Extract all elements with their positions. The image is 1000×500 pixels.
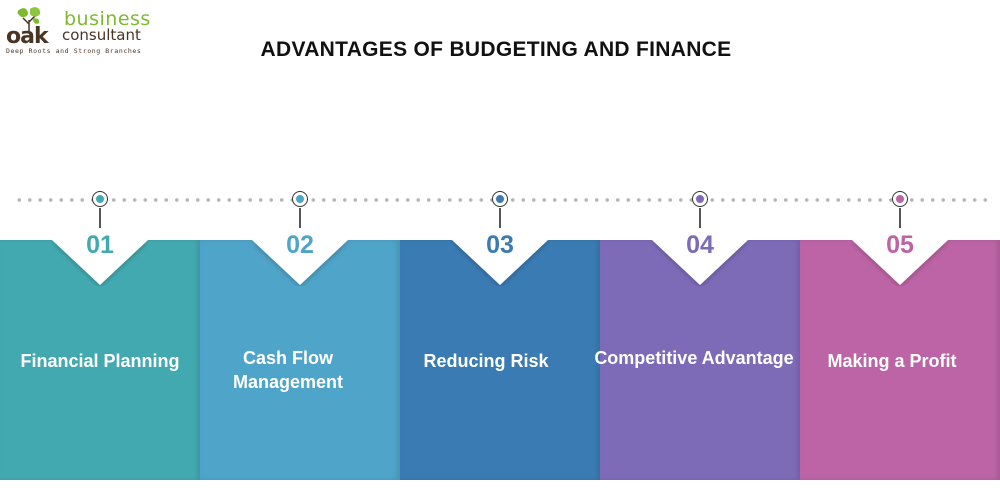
logo-business-text: business: [64, 8, 151, 30]
step-panel-2: Cash Flow Management: [200, 226, 400, 480]
marker-dot-icon: [896, 195, 904, 203]
notch-triangle: [240, 226, 360, 285]
marker-stem-3: [499, 208, 501, 228]
page-title: ADVANTAGES OF BUDGETING AND FINANCE: [260, 38, 732, 61]
logo-tagline: Deep Roots and Strong Branches: [6, 47, 142, 55]
marker-stem-4: [699, 208, 701, 228]
logo-consultant-text: consultant: [62, 26, 141, 44]
notch-triangle: [440, 226, 560, 285]
timeline-marker-2: [292, 191, 308, 207]
step-number-4: 04: [686, 231, 714, 259]
step-number-3: 03: [486, 231, 514, 259]
marker-dot-icon: [496, 195, 504, 203]
timeline-marker-3: [492, 191, 508, 207]
step-label: Making a Profit: [827, 351, 957, 371]
logo-oak-text: oak: [6, 24, 49, 49]
marker-stem-1: [99, 208, 101, 228]
marker-dot-icon: [296, 195, 304, 203]
notch-triangle: [640, 226, 760, 285]
step-label: Reducing Risk: [423, 351, 549, 371]
notch-triangle: [840, 226, 960, 285]
step-panel-5: Making a Profit: [800, 226, 1000, 480]
marker-dot-icon: [96, 195, 104, 203]
marker-dot-icon: [696, 195, 704, 203]
step-panel-1: Financial Planning: [0, 226, 200, 480]
step-label: Financial Planning: [20, 351, 180, 371]
step-panel-3: Reducing Risk: [400, 226, 600, 480]
oak-leaf-icon: [17, 7, 41, 33]
step-panel-4: Competitive Advantage: [594, 226, 800, 480]
step-number-5: 05: [886, 231, 914, 259]
timeline-marker-4: [692, 191, 708, 207]
step-label: Cash Flow Management: [232, 348, 344, 392]
marker-stem-2: [299, 208, 301, 228]
steps-row: Financial Planning Cash Flow Management …: [0, 226, 1000, 480]
logo: oak business consultant Deep Roots and S…: [4, 4, 154, 58]
timeline-marker-5: [892, 191, 908, 207]
marker-stem-5: [899, 208, 901, 228]
notch-triangle: [40, 226, 160, 285]
step-label: Competitive Advantage: [594, 348, 794, 368]
timeline-marker-1: [92, 191, 108, 207]
step-number-2: 02: [286, 231, 314, 259]
step-number-1: 01: [86, 231, 114, 259]
